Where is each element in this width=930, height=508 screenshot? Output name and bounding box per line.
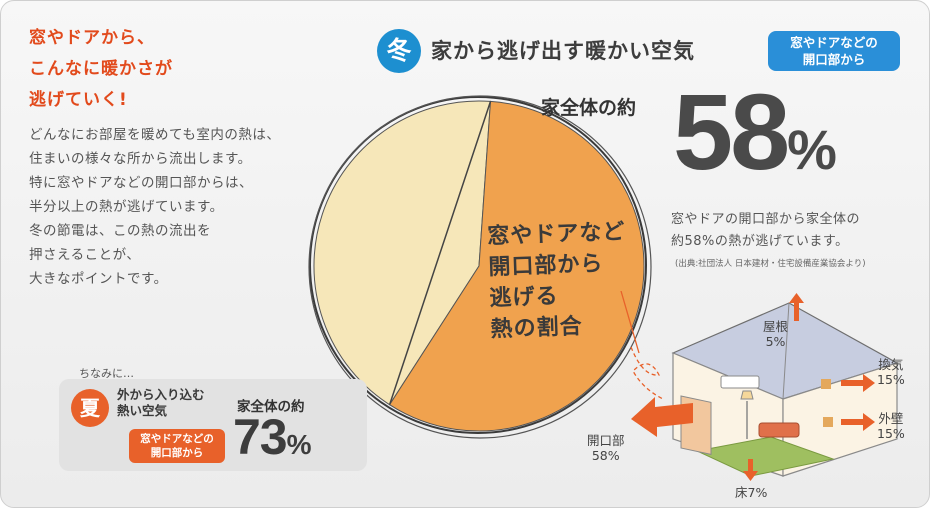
summer-badge: 夏	[71, 389, 109, 427]
pie-outline-sketch-2	[308, 95, 652, 439]
floor-rug	[695, 436, 835, 477]
roof-ridge	[782, 302, 790, 400]
wall-share-label: 外壁 15%	[877, 411, 905, 441]
winter-percent: 58%	[673, 77, 837, 205]
opening-arrow	[631, 397, 693, 437]
floor-share-label: 床7%	[735, 485, 768, 500]
summer-opening-tag: 窓やドアなどの 開口部から	[129, 429, 225, 463]
pie-slice-opening	[388, 100, 645, 432]
pie-slice-other	[313, 100, 492, 406]
house-illustration	[620, 291, 899, 481]
floor-arrow	[743, 459, 758, 481]
ventilation-arrow	[841, 374, 875, 392]
sofa	[758, 422, 800, 438]
summer-whole-label: 家全体の約	[237, 399, 305, 415]
vent-2	[823, 417, 833, 427]
winter-whole-label: 家全体の約	[541, 97, 637, 119]
winter-opening-tag: 窓やドアなどの 開口部から	[768, 31, 900, 71]
wall-arrow	[841, 413, 875, 431]
roof-arrow	[789, 293, 804, 321]
source-citation: (出典:社団法人 日本建材・住宅設備産業協会より)	[675, 259, 866, 269]
summer-percent-unit: %	[286, 429, 312, 460]
lamp-shade	[740, 390, 754, 400]
body-text: どんなにお部屋を暖めても室内の熱は、 住まいの様々な所から流出します。 特に窓や…	[29, 127, 281, 287]
callout-squiggle	[630, 346, 664, 400]
winter-percent-value: 58	[673, 71, 790, 192]
heat-arrows	[631, 293, 875, 481]
opening-share-label: 開口部 58%	[587, 433, 625, 463]
summer-title: 外から入り込む 熱い空気	[117, 387, 205, 418]
heat-loss-pie-chart	[308, 95, 652, 439]
winter-percent-unit: %	[787, 118, 837, 181]
headline: 窓やドアから、 こんなに暖かさが 逃げていく!	[29, 28, 173, 110]
winter-title: 家から逃げ出す暖かい空気	[431, 39, 695, 63]
summer-percent-value: 73	[233, 409, 288, 465]
winter-description: 窓やドアの開口部から家全体の 約58%の熱が逃げています。	[671, 212, 861, 249]
summer-percent: 73%	[233, 409, 312, 473]
winter-badge: 冬	[377, 29, 421, 73]
summer-intro: ちなみに…	[79, 367, 134, 380]
callout-leader	[620, 291, 640, 354]
ventilation-share-label: 換気 15%	[877, 357, 905, 387]
vent-1	[821, 379, 831, 389]
pie-slice-divider	[388, 101, 492, 405]
pie-outline-sketch	[309, 96, 647, 434]
air-conditioner	[720, 375, 760, 389]
roof-share-label: 屋根 5%	[763, 319, 789, 349]
